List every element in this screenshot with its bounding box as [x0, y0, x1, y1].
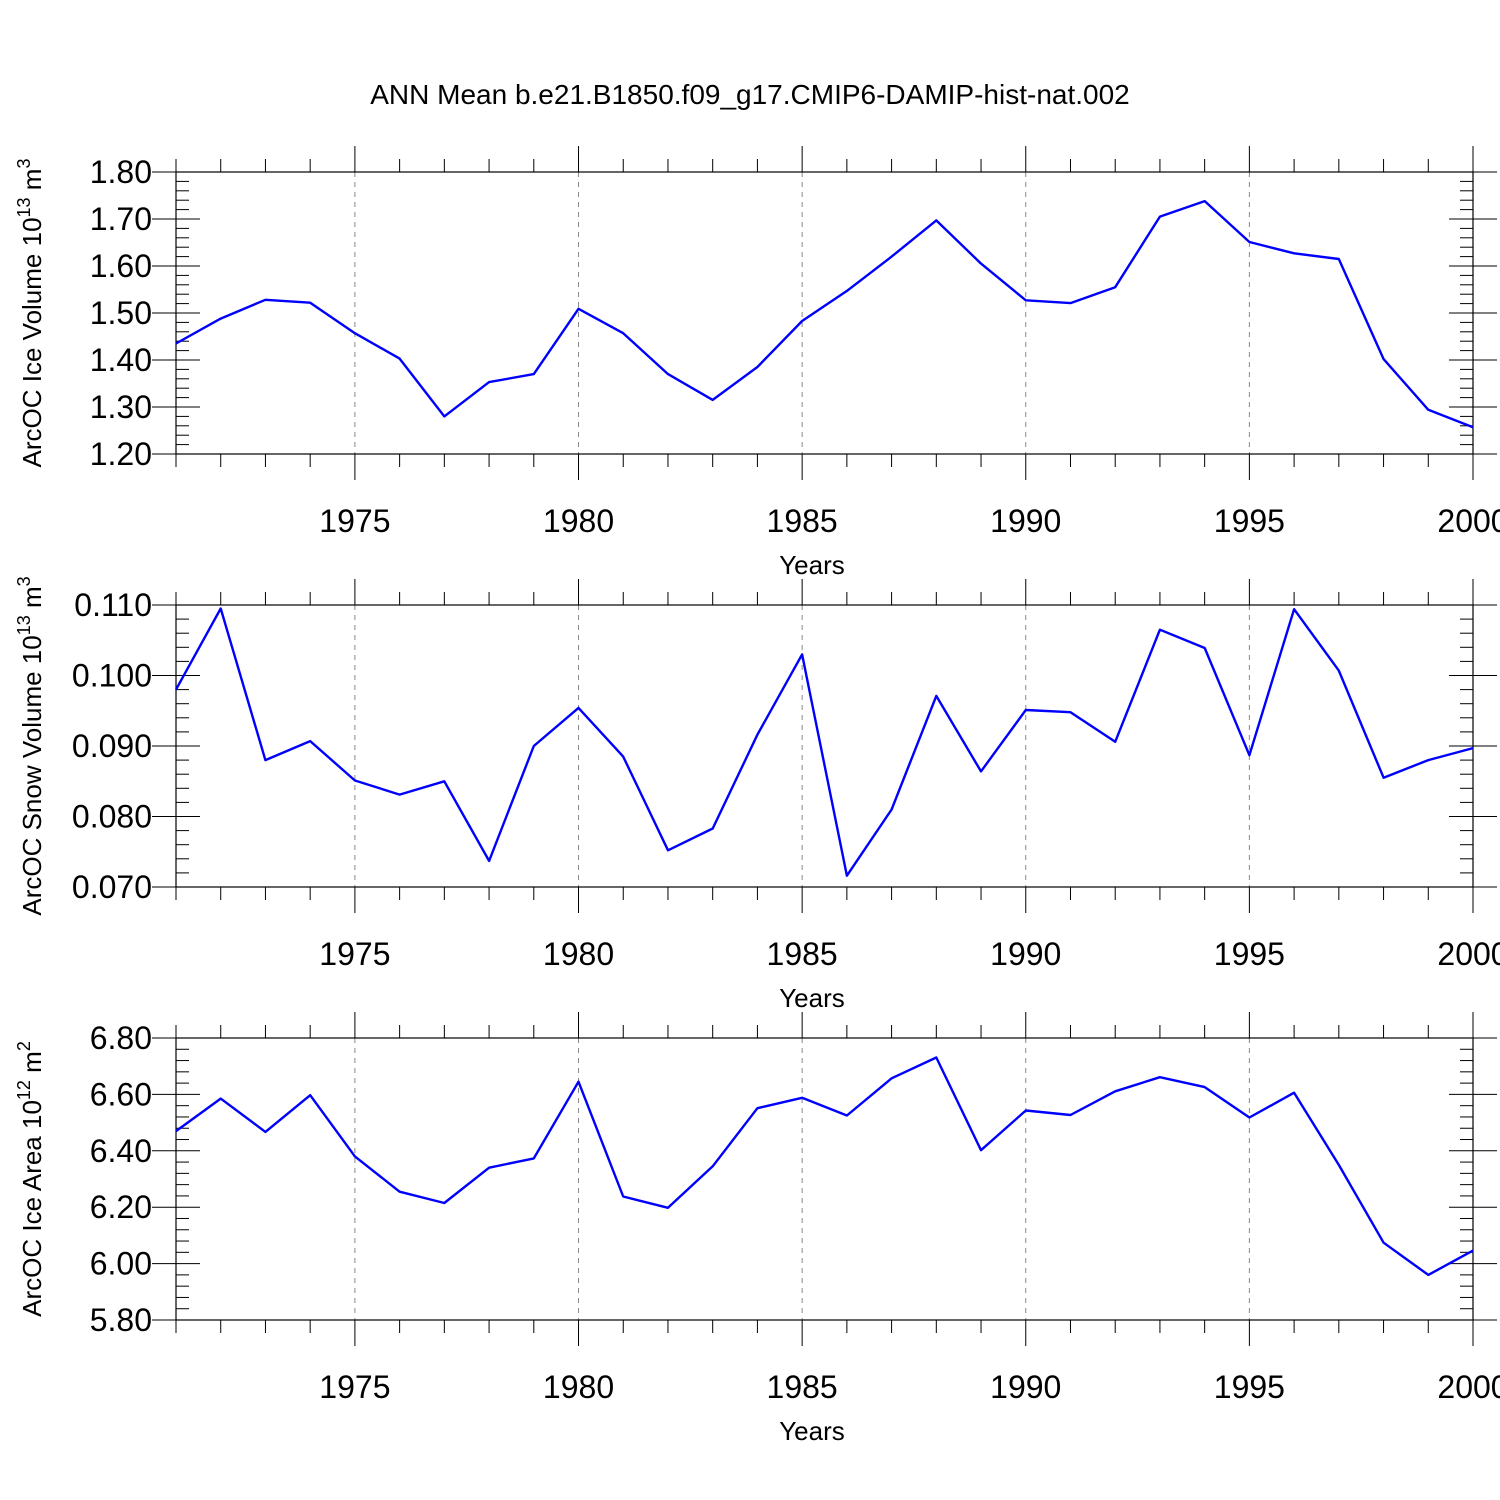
series-line: [174, 607, 1474, 877]
y-tick-label: 6.80: [90, 1020, 152, 1056]
series-line: [175, 1056, 1474, 1277]
y-tick-label: 5.80: [90, 1302, 152, 1338]
y-tick-label: 1.40: [90, 342, 152, 378]
x-tick-label: 2000: [1437, 503, 1500, 539]
y-tick-label: 1.60: [90, 248, 152, 284]
y-tick-label: 6.20: [90, 1189, 152, 1225]
x-tick-label: 1990: [990, 1369, 1061, 1405]
panel-snow-volume: 1975 1980 1985 1990 1995 2000 0.070 0.080 0.090 0…: [14, 576, 1500, 1013]
x-tick-label: 1990: [990, 936, 1061, 972]
y-tick-label: 1.50: [90, 295, 152, 331]
y-tick-label: 1.80: [90, 154, 152, 190]
panel-ice-volume: 1975 1980 1985 1990 1995 2000 1.20 1.30 1.40 1.50…: [14, 146, 1500, 580]
x-axis-label: Years: [779, 983, 845, 1013]
x-tick-label: 1985: [767, 503, 838, 539]
x-axis-label: Years: [779, 550, 845, 580]
y-axis-label: ArcOC Ice Area 1012 m2: [14, 1041, 47, 1317]
y-tick-label: 1.70: [90, 201, 152, 237]
x-tick-label: 1990: [990, 503, 1061, 539]
figure-title: ANN Mean b.e21.B1850.f09_g17.CMIP6-DAMIP…: [370, 79, 1130, 110]
y-tick-label: 0.110: [74, 587, 152, 623]
y-tick-label: 0.090: [72, 728, 152, 764]
x-tick-label: 1980: [543, 936, 614, 972]
x-tick-label: 1975: [319, 1369, 390, 1405]
x-tick-label: 2000: [1437, 1369, 1500, 1405]
x-tick-label: 1975: [319, 936, 390, 972]
y-tick-label: 1.20: [90, 436, 152, 472]
x-tick-label: 2000: [1437, 936, 1500, 972]
y-tick-label: 6.00: [90, 1246, 152, 1282]
y-axis-label: ArcOC Ice Volume 1013 m3: [14, 159, 47, 468]
y-tick-label: 6.40: [90, 1133, 152, 1169]
x-tick-label: 1995: [1214, 503, 1285, 539]
plot-frame: [175, 171, 1474, 455]
x-tick-label: 1985: [767, 936, 838, 972]
panel-ice-area: 1975 1980 1985 1990 1995 2000 5.80 6.00 6.20 6.40…: [14, 1012, 1500, 1446]
x-tick-label: 1995: [1214, 1369, 1285, 1405]
x-tick-label: 1995: [1214, 936, 1285, 972]
x-tick-label: 1980: [543, 1369, 614, 1405]
y-tick-label: 0.100: [72, 658, 152, 694]
plot-frame: [175, 604, 1474, 888]
x-tick-label: 1980: [543, 503, 614, 539]
plot-frame: [175, 1037, 1474, 1321]
y-tick-label: 0.070: [72, 869, 152, 905]
y-axis-label: ArcOC Snow Volume 1013 m3: [14, 576, 47, 915]
y-tick-label: 1.30: [90, 389, 152, 425]
x-tick-label: 1985: [767, 1369, 838, 1405]
series-line: [175, 199, 1474, 429]
x-tick-label: 1975: [319, 503, 390, 539]
x-axis-label: Years: [779, 1416, 845, 1446]
y-tick-label: 0.080: [72, 799, 152, 835]
y-tick-label: 6.60: [90, 1076, 152, 1112]
